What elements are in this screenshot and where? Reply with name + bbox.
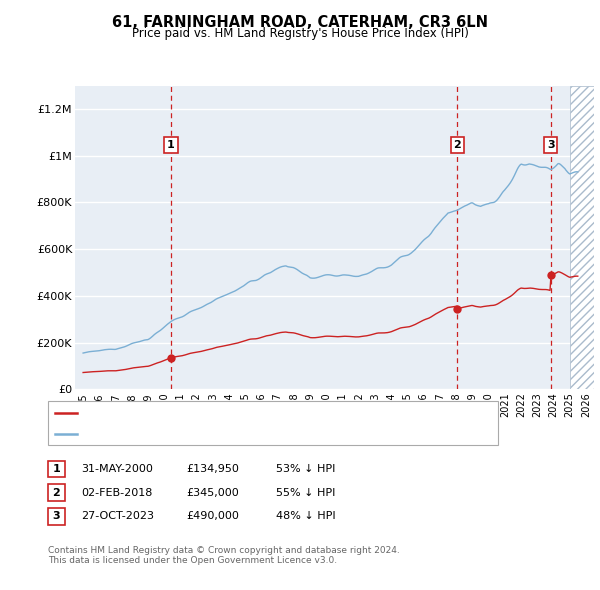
- Text: 48% ↓ HPI: 48% ↓ HPI: [276, 512, 335, 521]
- Text: 27-OCT-2023: 27-OCT-2023: [81, 512, 154, 521]
- Text: £134,950: £134,950: [186, 464, 239, 474]
- Text: 3: 3: [53, 512, 60, 521]
- Text: 61, FARNINGHAM ROAD, CATERHAM, CR3 6LN: 61, FARNINGHAM ROAD, CATERHAM, CR3 6LN: [112, 15, 488, 30]
- Text: 3: 3: [547, 140, 554, 150]
- Text: 53% ↓ HPI: 53% ↓ HPI: [276, 464, 335, 474]
- Text: 1: 1: [53, 464, 60, 474]
- Text: 2: 2: [454, 140, 461, 150]
- Text: HPI: Average price, detached house, Tandridge: HPI: Average price, detached house, Tand…: [81, 428, 325, 438]
- Text: 1: 1: [167, 140, 175, 150]
- Text: 02-FEB-2018: 02-FEB-2018: [81, 488, 152, 497]
- Text: £490,000: £490,000: [186, 512, 239, 521]
- Text: 55% ↓ HPI: 55% ↓ HPI: [276, 488, 335, 497]
- Text: 31-MAY-2000: 31-MAY-2000: [81, 464, 153, 474]
- Bar: [569, 86, 594, 389]
- Text: 2: 2: [53, 488, 60, 497]
- Text: £345,000: £345,000: [186, 488, 239, 497]
- Text: Price paid vs. HM Land Registry's House Price Index (HPI): Price paid vs. HM Land Registry's House …: [131, 27, 469, 40]
- Text: 61, FARNINGHAM ROAD, CATERHAM, CR3 6LN (detached house): 61, FARNINGHAM ROAD, CATERHAM, CR3 6LN (…: [81, 408, 414, 418]
- Text: Contains HM Land Registry data © Crown copyright and database right 2024.
This d: Contains HM Land Registry data © Crown c…: [48, 546, 400, 565]
